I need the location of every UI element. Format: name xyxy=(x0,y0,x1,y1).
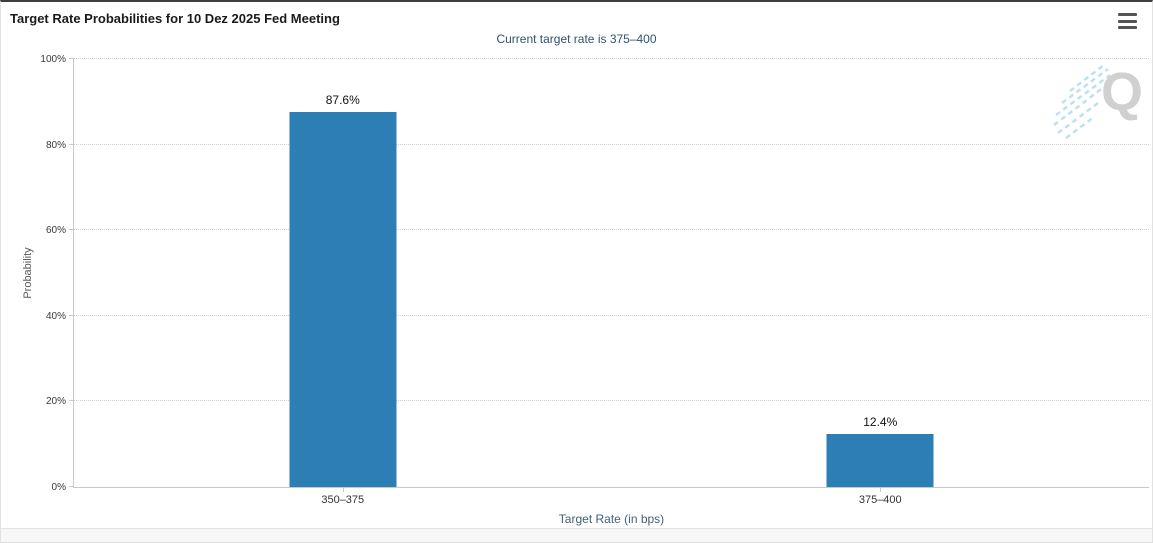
watermark-hatch-icon xyxy=(1053,64,1111,139)
chart-subtitle: Current target rate is 375–400 xyxy=(496,32,657,46)
y-tick-mark xyxy=(69,229,74,231)
y-gridline xyxy=(74,229,1149,231)
y-gridline xyxy=(74,314,1149,316)
y-tick-mark xyxy=(69,400,74,402)
bar-value-label: 87.6% xyxy=(325,93,360,108)
y-tick-mark xyxy=(69,314,74,316)
bar-375-400[interactable] xyxy=(826,433,934,487)
y-tick-label: 60% xyxy=(45,225,66,237)
x-axis-title: Target Rate (in bps) xyxy=(558,512,665,526)
bar-value-label: 12.4% xyxy=(863,414,898,429)
plot-area: Q Probability Target Rate (in bps) 0% 20%… xyxy=(22,54,1149,526)
x-tick-mark xyxy=(342,487,344,492)
y-tick-mark xyxy=(69,58,74,59)
y-tick-mark xyxy=(69,486,74,487)
y-tick-label: 100% xyxy=(40,54,66,65)
y-tick-label: 0% xyxy=(51,482,66,493)
footer-bar xyxy=(1,528,1152,542)
bar-350-375[interactable] xyxy=(289,112,397,487)
y-gridline xyxy=(74,400,1149,402)
y-tick-label: 20% xyxy=(45,396,66,408)
y-gridline xyxy=(74,143,1149,145)
y-tick-label: 40% xyxy=(45,310,66,322)
watermark-letter: Q xyxy=(1100,62,1143,122)
watermark-logo: Q xyxy=(1052,63,1147,139)
y-gridline xyxy=(74,58,1149,59)
y-axis-title: Probability xyxy=(22,247,34,299)
chart-title: Target Rate Probabilities for 10 Dez 202… xyxy=(10,11,340,26)
x-tick-mark xyxy=(880,487,882,492)
y-tick-label: 80% xyxy=(45,139,66,151)
x-tick-label: 350–375 xyxy=(321,494,365,506)
chart-menu-button[interactable] xyxy=(1118,13,1140,29)
x-tick-label: 375–400 xyxy=(858,494,902,506)
y-tick-mark xyxy=(69,143,74,145)
